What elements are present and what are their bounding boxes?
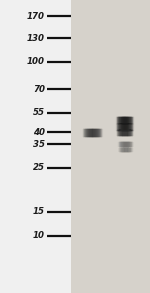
Text: 100: 100 [27,57,45,66]
Text: 35: 35 [33,140,45,149]
Text: 40: 40 [33,128,45,137]
Text: 170: 170 [27,12,45,21]
Text: 15: 15 [33,207,45,216]
Text: 130: 130 [27,34,45,42]
Text: 25: 25 [33,163,45,172]
FancyBboxPatch shape [71,0,150,293]
Text: 55: 55 [33,108,45,117]
Text: 70: 70 [33,85,45,94]
FancyBboxPatch shape [0,0,71,293]
Text: 10: 10 [33,231,45,240]
